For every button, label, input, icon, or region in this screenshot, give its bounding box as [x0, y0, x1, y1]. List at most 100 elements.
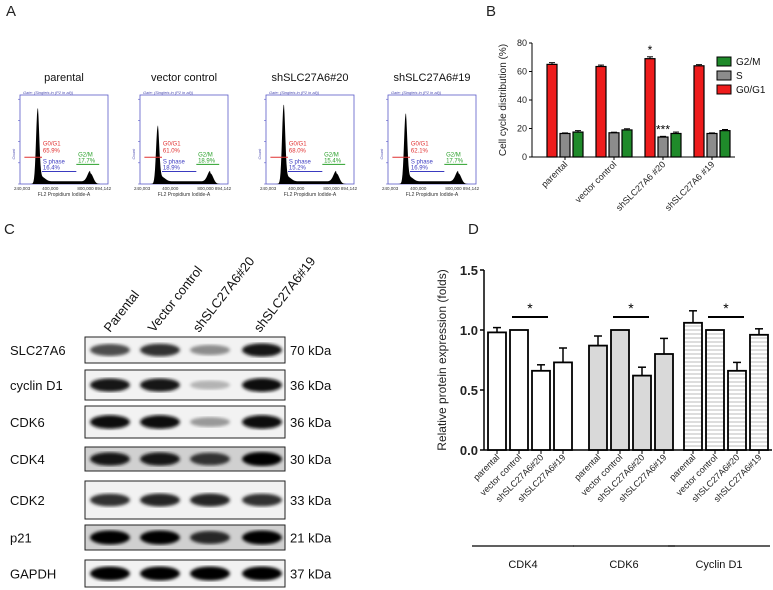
bar	[610, 329, 630, 451]
significance-marker: *	[628, 300, 634, 316]
g2m-label: G2/M	[78, 152, 93, 158]
protein-band	[90, 378, 130, 392]
s-phase-percent: 15.2%	[289, 166, 307, 172]
blot-row: CDK4 30 kDa	[10, 446, 332, 472]
g1-gate-label: G0/G1	[289, 141, 307, 147]
bar-g2m	[719, 130, 731, 158]
molecular-weight-label: 30 kDa	[290, 452, 332, 467]
x-tick-label: 800,000 894,142	[77, 186, 111, 191]
bar	[509, 329, 529, 451]
bar-g0g1	[693, 65, 705, 158]
bar-s	[657, 136, 669, 158]
x-axis-label: FL2 Propidium Iodide-A	[38, 192, 91, 198]
histogram-trace	[140, 125, 228, 184]
protein-label: p21	[10, 531, 32, 546]
legend-swatch	[716, 56, 732, 67]
y-tick-label: 80	[517, 38, 527, 48]
flow-histogram: shSLC27A6#19 Gate: (Singlets in (P2 in al…	[379, 72, 480, 198]
molecular-weight-label: 70 kDa	[290, 343, 332, 358]
panel-label-b: B	[486, 3, 496, 20]
molecular-weight-label: 37 kDa	[290, 567, 332, 582]
y-tick-label: 40	[517, 95, 527, 105]
protein-band	[140, 415, 180, 429]
flow-cytometry-panel: parental Gate: (Singlets in (P2 in all)) C…	[11, 72, 480, 198]
bar	[487, 331, 507, 451]
x-tick-label: 400,000	[288, 186, 305, 191]
plot-frame	[19, 94, 109, 185]
protein-label: CDK4	[10, 452, 45, 467]
bar	[727, 369, 747, 451]
histogram-title: shSLC27A6#19	[393, 72, 470, 84]
g2m-label: G2/M	[198, 152, 213, 158]
g1-percent: 61.0%	[163, 148, 181, 154]
gate-label: Gate: (Singlets in (P2 in all))	[143, 90, 194, 95]
g2m-percent: 17.7%	[446, 158, 464, 164]
bar-s	[559, 132, 571, 158]
protein-band	[140, 343, 180, 357]
panel-label-d: D	[468, 221, 479, 238]
group-label: CDK4	[508, 559, 537, 571]
histogram-title: vector control	[151, 72, 217, 84]
g1-percent: 62.1%	[411, 148, 429, 154]
bar	[654, 353, 674, 451]
x-axis-label: FL2 Propidium Iodide-A	[284, 192, 337, 198]
bar-s	[706, 132, 718, 158]
y-axis-label: Count	[257, 148, 262, 160]
protein-band	[242, 452, 282, 466]
protein-label: CDK2	[10, 493, 45, 508]
protein-band	[90, 530, 130, 545]
legend-label: G2/M	[736, 57, 760, 68]
panel-label-c: C	[4, 221, 15, 238]
protein-band	[190, 417, 230, 427]
flow-histogram: vector control Gate: (Singlets in (P2 in …	[131, 72, 232, 198]
protein-band	[190, 566, 230, 581]
y-axis-label: Count	[131, 148, 136, 160]
plot-frame	[265, 94, 355, 185]
bar-g2m	[621, 129, 633, 158]
s-phase-label: S phase	[163, 160, 186, 166]
bar-g2m	[572, 131, 584, 158]
s-phase-percent: 18.9%	[163, 166, 181, 172]
protein-band	[242, 378, 282, 392]
x-tick-label: 400,000	[42, 186, 59, 191]
protein-band	[242, 493, 282, 507]
protein-band	[140, 530, 180, 545]
s-phase-label: S phase	[289, 160, 312, 166]
s-phase-percent: 16.9%	[411, 166, 429, 172]
protein-band	[90, 452, 130, 466]
bar-g0g1	[644, 58, 656, 158]
protein-band	[242, 566, 282, 581]
y-axis-label: Relative protein expression (folds)	[435, 269, 449, 450]
histogram-title: parental	[44, 72, 84, 84]
bar-g2m	[670, 132, 682, 158]
flow-histogram: shSLC27A6#20 Gate: (Singlets in (P2 in al…	[257, 72, 358, 198]
x-tick-label: 400,000	[410, 186, 427, 191]
protein-band	[242, 530, 282, 545]
group-label: CDK6	[609, 559, 638, 571]
y-tick-label: 1.0	[460, 323, 478, 338]
molecular-weight-label: 36 kDa	[290, 378, 332, 393]
bar	[749, 333, 769, 451]
protein-band	[90, 415, 130, 429]
cell-cycle-chart: Cell cycle distribution (%) 0 20 40 60 80 pare…	[498, 38, 766, 213]
protein-label: SLC27A6	[10, 343, 66, 358]
protein-expression-chart: Relative protein expression (folds) 0.0 0.…	[435, 263, 772, 571]
blot-row: CDK2 33 kDa	[10, 480, 332, 520]
histogram-trace	[388, 113, 476, 184]
s-phase-label: S phase	[411, 160, 434, 166]
protein-band	[190, 380, 230, 390]
bar	[553, 361, 573, 451]
x-tick-label: parental	[539, 159, 569, 189]
panel-label-a: A	[6, 3, 16, 20]
y-axis-label: Count	[379, 148, 384, 160]
lane-label: Parental	[101, 287, 143, 334]
western-blot-panel: Parental Vector controlshSLC27A6#20shSLC2…	[10, 254, 332, 588]
x-tick-label: 240,003	[382, 186, 399, 191]
g2m-percent: 17.7%	[78, 158, 96, 164]
gate-label: Gate: (Singlets in (P2 in all))	[391, 90, 442, 95]
protein-label: cyclin D1	[10, 378, 63, 393]
y-tick-label: 0	[522, 152, 527, 162]
bar	[683, 321, 703, 451]
